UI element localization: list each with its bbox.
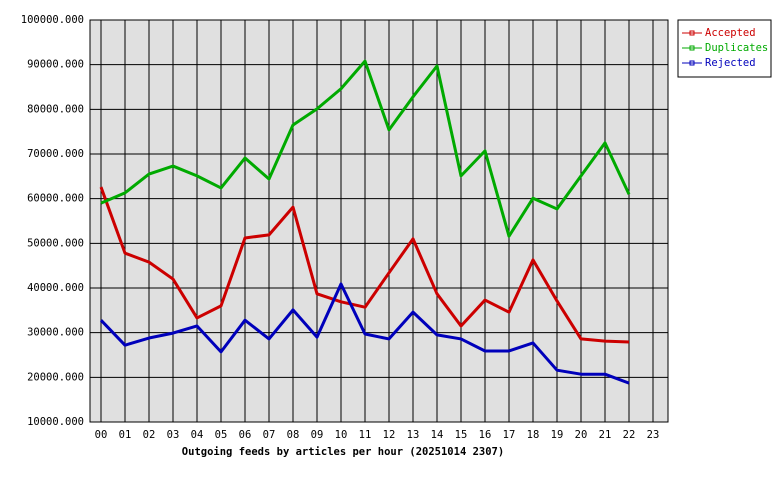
x-tick-label: 22 xyxy=(623,429,636,441)
x-tick-label: 03 xyxy=(167,429,180,441)
x-tick-label: 16 xyxy=(479,429,492,441)
x-tick-label: 12 xyxy=(383,429,396,441)
x-tick-label: 18 xyxy=(527,429,540,441)
x-tick-label: 05 xyxy=(215,429,228,441)
y-tick-label: 30000.000 xyxy=(27,327,84,339)
x-tick-label: 08 xyxy=(287,429,300,441)
y-tick-label: 70000.000 xyxy=(27,148,84,160)
x-tick-label: 23 xyxy=(647,429,660,441)
legend-marker xyxy=(689,45,695,51)
legend-marker xyxy=(689,30,695,36)
x-tick-label: 02 xyxy=(143,429,156,441)
x-tick-label: 14 xyxy=(431,429,444,441)
x-tick-label: 00 xyxy=(95,429,108,441)
x-tick-label: 11 xyxy=(359,429,372,441)
x-tick-label: 17 xyxy=(503,429,516,441)
y-tick-label: 10000.000 xyxy=(27,416,84,428)
legend-label: Duplicates xyxy=(705,42,768,54)
plot-area xyxy=(89,19,669,423)
y-tick-label: 100000.000 xyxy=(21,14,84,26)
x-tick-label: 06 xyxy=(239,429,252,441)
x-axis-label: Outgoing feeds by articles per hour (202… xyxy=(182,446,504,458)
x-tick-label: 21 xyxy=(599,429,612,441)
y-tick-label: 60000.000 xyxy=(27,193,84,205)
series-line xyxy=(99,186,630,344)
x-tick-label: 09 xyxy=(311,429,324,441)
y-tick-label: 90000.000 xyxy=(27,59,84,71)
legend-label: Rejected xyxy=(705,57,756,69)
x-tick-label: 13 xyxy=(407,429,420,441)
y-tick-label: 20000.000 xyxy=(27,371,84,383)
x-tick-label: 07 xyxy=(263,429,276,441)
series-line xyxy=(100,59,631,238)
y-tick-label: 80000.000 xyxy=(27,103,84,115)
legend-label: Accepted xyxy=(705,27,756,39)
x-tick-label: 04 xyxy=(191,429,204,441)
y-tick-label: 40000.000 xyxy=(27,282,84,294)
series-line xyxy=(99,282,630,385)
legend-marker xyxy=(689,60,695,66)
y-tick-label: 50000.000 xyxy=(27,237,84,249)
x-tick-label: 20 xyxy=(575,429,588,441)
x-tick-label: 19 xyxy=(551,429,564,441)
x-tick-label: 15 xyxy=(455,429,468,441)
x-tick-label: 01 xyxy=(119,429,132,441)
x-tick-label: 10 xyxy=(335,429,348,441)
